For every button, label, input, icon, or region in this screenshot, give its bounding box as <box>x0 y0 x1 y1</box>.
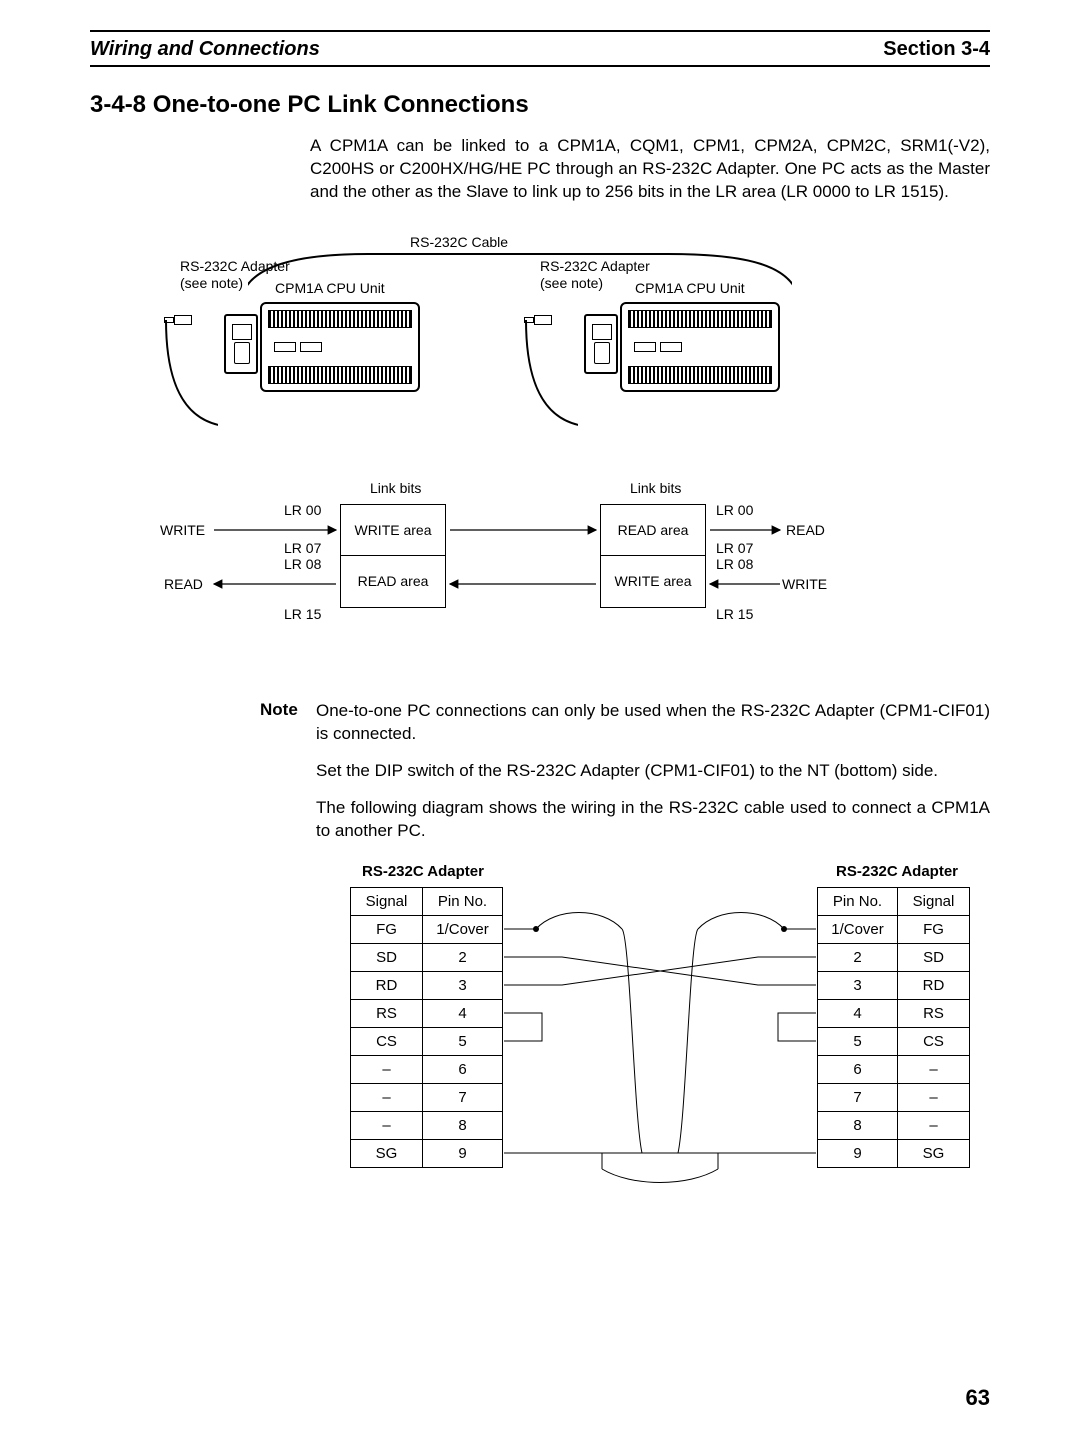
plug-left-icon <box>164 312 194 328</box>
intro-paragraph: A CPM1A can be linked to a CPM1A, CQM1, … <box>310 135 990 204</box>
pin-table-left: Signal Pin No. FG1/Cover SD2 RD3 RS4 CS5… <box>350 887 503 1168</box>
adapter-label-left-1: RS-232C Adapter <box>180 258 290 274</box>
pin-sig: RS <box>898 999 970 1027</box>
adapter-box-right <box>584 314 618 374</box>
device-box-right <box>620 302 780 392</box>
pin-wiring-diagram: RS-232C Adapter RS-232C Adapter Signal P… <box>350 863 970 1223</box>
adapter-group-right: RS-232C Adapter (see note) CPM1A CPU Uni… <box>540 258 820 296</box>
cable-label: RS-232C Cable <box>410 234 508 250</box>
pin-table-right: Pin No. Signal 1/CoverFG 2SD 3RD 4RS 5CS… <box>817 887 970 1168</box>
para-wiring: The following diagram shows the wiring i… <box>316 797 990 843</box>
pin-no: 4 <box>423 999 503 1027</box>
pin-no: 5 <box>818 1027 898 1055</box>
pin-hdr-signal-l: Signal <box>351 887 423 915</box>
pin-no: 6 <box>818 1055 898 1083</box>
pin-sig: FG <box>898 915 970 943</box>
section-title: 3-4-8 One-to-one PC Link Connections <box>90 91 990 119</box>
pin-no: 4 <box>818 999 898 1027</box>
pin-no: 2 <box>423 943 503 971</box>
pin-sig: SD <box>898 943 970 971</box>
pin-no: 3 <box>818 971 898 999</box>
top-rule <box>90 30 990 32</box>
terminal-strip-bottom-icon <box>268 366 412 384</box>
pin-no: 8 <box>423 1111 503 1139</box>
pin-sig: – <box>351 1111 423 1139</box>
adapter-label-left-2: (see note) <box>180 275 243 291</box>
pin-sig: SD <box>351 943 423 971</box>
header-right: Section 3-4 <box>883 38 990 61</box>
pin-sig: FG <box>351 915 423 943</box>
wiring-svg <box>502 887 818 1187</box>
pin-no: 2 <box>818 943 898 971</box>
plug-right-icon <box>524 312 554 328</box>
adapter-label-right-2: (see note) <box>540 275 603 291</box>
pin-sig: RS <box>351 999 423 1027</box>
pin-no: 1/Cover <box>818 915 898 943</box>
pin-no: 8 <box>818 1111 898 1139</box>
pin-sig: – <box>898 1055 970 1083</box>
page-header: Wiring and Connections Section 3-4 <box>90 38 990 67</box>
pin-sig: – <box>898 1111 970 1139</box>
note-block: Note One-to-one PC connections can only … <box>260 700 990 746</box>
link-bits-diagram: Link bits Link bits WRITE area READ area… <box>150 480 830 660</box>
pin-no: 6 <box>423 1055 503 1083</box>
adapter-label-right-1: RS-232C Adapter <box>540 258 650 274</box>
cable-curve-right <box>518 320 578 428</box>
pin-no: 7 <box>423 1083 503 1111</box>
cable-curve-left <box>158 320 218 428</box>
pin-hdr-pin-r: Pin No. <box>818 887 898 915</box>
note-label: Note <box>260 700 304 746</box>
adapter-group-left: RS-232C Adapter (see note) CPM1A CPU Uni… <box>180 258 460 296</box>
pin-no: 7 <box>818 1083 898 1111</box>
pin-sig: SG <box>351 1139 423 1167</box>
cpu-label-right: CPM1A CPU Unit <box>635 280 745 296</box>
note-body: One-to-one PC connections can only be us… <box>316 700 990 746</box>
adapter-box-left <box>224 314 258 374</box>
page-number: 63 <box>966 1385 990 1411</box>
pin-no: 3 <box>423 971 503 999</box>
pin-sig: – <box>898 1083 970 1111</box>
pin-no: 9 <box>818 1139 898 1167</box>
header-left: Wiring and Connections <box>90 38 320 61</box>
pin-sig: SG <box>898 1139 970 1167</box>
terminal-strip-top-icon-r <box>628 310 772 328</box>
intro-text: A CPM1A can be linked to a CPM1A, CQM1, … <box>310 135 990 204</box>
para-dip-switch: Set the DIP switch of the RS-232C Adapte… <box>316 760 990 783</box>
pin-sig: – <box>351 1083 423 1111</box>
terminal-strip-top-icon <box>268 310 412 328</box>
pin-sig: CS <box>898 1027 970 1055</box>
pin-hdr-pin-l: Pin No. <box>423 887 503 915</box>
cpu-label-left: CPM1A CPU Unit <box>275 280 385 296</box>
pin-title-left: RS-232C Adapter <box>362 863 484 880</box>
pin-title-right: RS-232C Adapter <box>836 863 958 880</box>
link-arrows-svg <box>150 480 830 630</box>
pin-sig: – <box>351 1055 423 1083</box>
pin-no: 9 <box>423 1139 503 1167</box>
pin-no: 1/Cover <box>423 915 503 943</box>
pin-sig: CS <box>351 1027 423 1055</box>
connection-diagram: RS-232C Cable RS-232C Adapter (see note)… <box>180 240 820 420</box>
device-box-left <box>260 302 420 392</box>
pin-no: 5 <box>423 1027 503 1055</box>
terminal-strip-bottom-icon-r <box>628 366 772 384</box>
pin-sig: RD <box>351 971 423 999</box>
pin-hdr-signal-r: Signal <box>898 887 970 915</box>
pin-sig: RD <box>898 971 970 999</box>
